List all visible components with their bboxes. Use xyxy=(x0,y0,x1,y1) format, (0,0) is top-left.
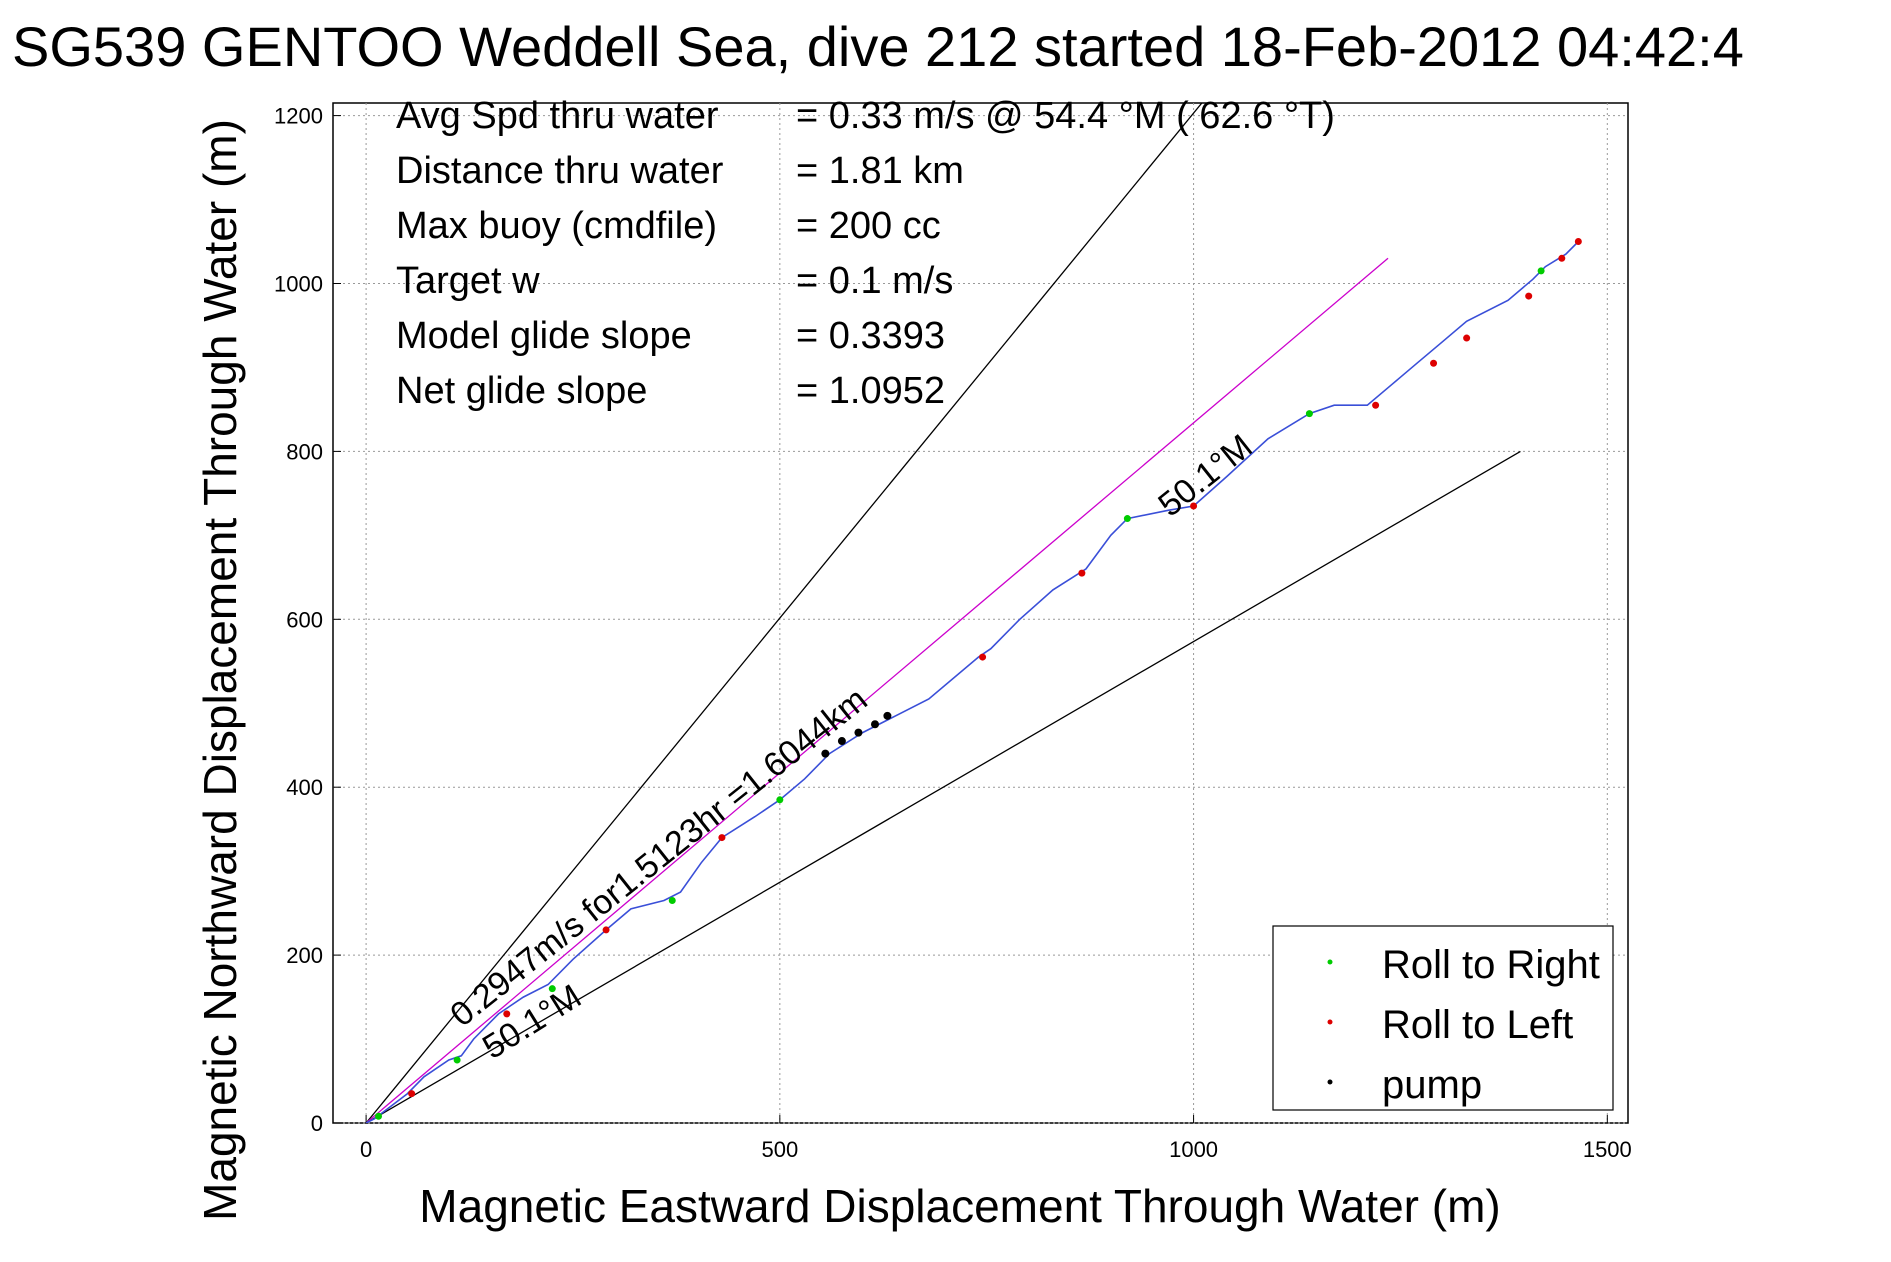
y-axis-label: Magnetic Northward Displacement Through … xyxy=(194,119,246,1221)
legend-label: Roll to Left xyxy=(1382,1003,1573,1047)
info-value: = 1.0952 xyxy=(796,370,945,412)
info-value: = 0.3393 xyxy=(796,315,945,357)
plot-frame xyxy=(332,102,1629,1124)
roll-to-left-marker xyxy=(408,1090,416,1098)
upper-guide xyxy=(365,103,1203,1123)
roll-to-right-marker xyxy=(1123,515,1131,523)
y-tick-label: 1200 xyxy=(274,104,323,129)
info-label: Max buoy (cmdfile) xyxy=(396,205,717,247)
axis-ticks: 0 500 1000 1500 0 200 400 600 800 1000 1200 xyxy=(274,104,1632,1162)
roll-to-right-marker xyxy=(776,796,784,804)
info-value: = 0.1 m/s xyxy=(796,260,953,302)
x-tick-label: 500 xyxy=(761,1137,798,1162)
roll-to-right-marker xyxy=(548,985,556,993)
roll-to-right-marker xyxy=(1537,267,1545,275)
pump-marker xyxy=(870,720,879,729)
roll-to-right-marker xyxy=(453,1056,461,1064)
x-axis-label: Magnetic Eastward Displacement Through W… xyxy=(419,1180,1500,1232)
legend-label: Roll to Right xyxy=(1382,943,1600,987)
y-tick-label: 0 xyxy=(311,1111,323,1136)
pump-marker xyxy=(854,728,863,737)
roll-to-left-marker xyxy=(1078,569,1086,577)
current-annotation: 0.2947m/s for1.5123hr =1.6044km xyxy=(443,680,874,1034)
heading-annotation-high: 50.1°M xyxy=(1151,427,1259,524)
y-tick-label: 400 xyxy=(286,775,323,800)
roll-to-right-marker xyxy=(375,1112,383,1120)
roll-to-left-marker xyxy=(1558,254,1566,262)
x-tick-label: 1500 xyxy=(1583,1137,1632,1162)
roll-to-left-marker xyxy=(1430,359,1438,367)
pump-marker xyxy=(883,711,892,720)
roll-to-left-marker xyxy=(602,926,610,934)
legend-box xyxy=(1272,925,1614,1111)
roll-to-left-marker xyxy=(503,1010,511,1018)
info-label: Net glide slope xyxy=(396,370,647,412)
pump-marker xyxy=(837,737,846,746)
info-value: = 1.81 km xyxy=(796,150,964,192)
roll-to-right-marker xyxy=(668,897,676,905)
roll-markers xyxy=(375,238,1582,1120)
pump-marker xyxy=(821,749,830,758)
info-block: Avg Spd thru water = 0.33 m/s @ 54.4 °M (… xyxy=(396,95,1335,412)
track-line xyxy=(365,240,1579,1123)
info-label: Model glide slope xyxy=(396,315,692,357)
info-label: Distance thru water xyxy=(396,150,724,192)
info-value: = 200 cc xyxy=(796,205,941,247)
roll-to-left-marker xyxy=(1574,238,1582,246)
legend-label: pump xyxy=(1382,1063,1482,1107)
roll-to-left-marker xyxy=(1190,502,1198,510)
y-tick-label: 800 xyxy=(286,439,323,464)
track-polyline xyxy=(365,240,1579,1123)
info-value: = 0.33 m/s @ 54.4 °M ( 62.6 °T) xyxy=(796,95,1335,137)
x-tick-label: 1000 xyxy=(1169,1137,1218,1162)
guide-lines xyxy=(365,103,1521,1123)
roll-to-left-marker xyxy=(1525,292,1533,300)
legend-marker xyxy=(1327,1019,1333,1025)
lower-guide xyxy=(365,450,1521,1123)
y-tick-label: 600 xyxy=(286,607,323,632)
roll-to-left-marker xyxy=(1372,401,1380,409)
y-tick-label: 1000 xyxy=(274,271,323,296)
x-tick-label: 0 xyxy=(360,1137,372,1162)
legend-marker xyxy=(1327,959,1333,965)
roll-to-left-marker xyxy=(979,653,987,661)
roll-to-right-marker xyxy=(1305,410,1313,418)
chart-title: SG539 GENTOO Weddell Sea, dive 212 start… xyxy=(12,15,1744,78)
info-label: Avg Spd thru water xyxy=(396,95,719,137)
roll-to-left-marker xyxy=(1463,334,1471,342)
legend-marker xyxy=(1327,1079,1333,1085)
roll-to-left-marker xyxy=(718,834,726,842)
info-label: Target w xyxy=(396,260,540,302)
heading-line xyxy=(365,257,1389,1123)
y-tick-label: 200 xyxy=(286,943,323,968)
legend: Roll to Right Roll to Left pump xyxy=(1272,925,1614,1111)
